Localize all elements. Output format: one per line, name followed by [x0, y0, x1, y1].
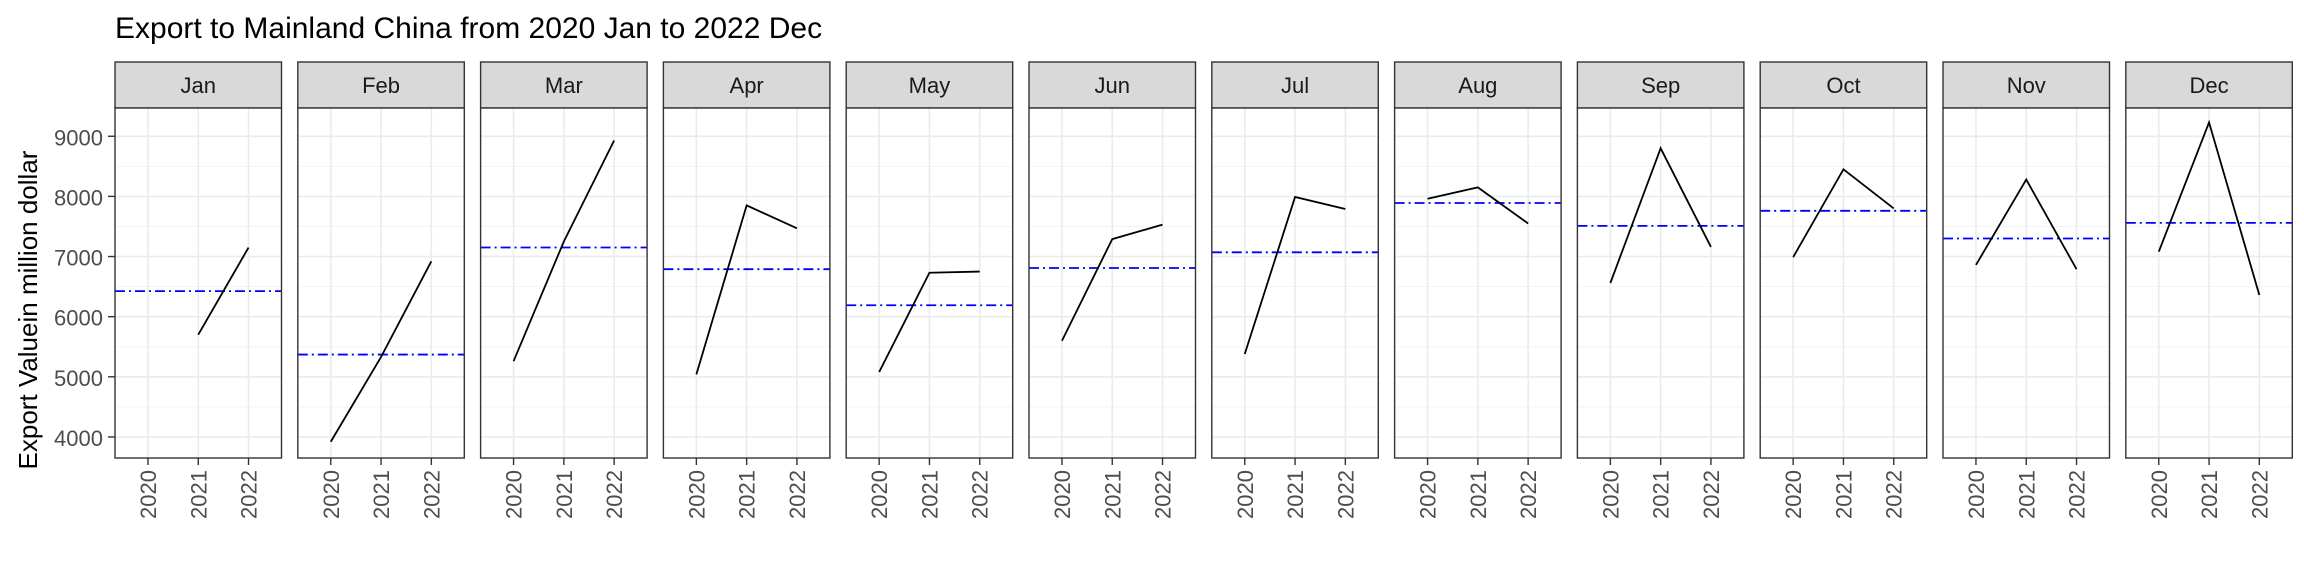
x-tick-label: 2022: [1516, 470, 1541, 519]
facet-strip-label: Dec: [2189, 73, 2228, 98]
facet-strip-label: Mar: [545, 73, 583, 98]
x-tick-label: 2021: [1649, 470, 1674, 519]
facet-strip-label: Feb: [362, 73, 400, 98]
x-tick-label: 2022: [2065, 470, 2090, 519]
x-tick-label: 2021: [1283, 470, 1308, 519]
facet-strip: [2125, 61, 2294, 109]
x-tick-label: 2022: [237, 470, 262, 519]
x-tick-label: 2020: [2147, 470, 2172, 519]
series-line: [512, 140, 615, 362]
x-tick-label: 2021: [2197, 470, 2222, 519]
facet-panel-apr: Apr 2020 2021 2022: [662, 61, 831, 519]
facet-strip-label: Aug: [1458, 73, 1497, 98]
y-tick-label: 9000: [54, 125, 103, 150]
y-tick-label: 7000: [54, 246, 103, 271]
facet-strip-label: Jun: [1095, 73, 1130, 98]
y-tick-label: 4000: [54, 426, 103, 451]
x-tick-label: 2020: [136, 470, 161, 519]
x-tick-label: 2021: [552, 470, 577, 519]
facet-strip: [1942, 61, 2111, 109]
y-axis-label: Export Valuein million dollar: [13, 150, 43, 469]
x-tick-label: 2021: [917, 470, 942, 519]
facet-panel-nov: Nov 2020 2021 2022: [1942, 61, 2111, 519]
facet-strip-label: Jul: [1281, 73, 1309, 98]
y-tick-label: 5000: [54, 366, 103, 391]
x-tick-label: 2020: [1598, 470, 1623, 519]
facet-panel-mar: Mar 2020 2021 2022: [479, 61, 648, 519]
x-tick-label: 2020: [1781, 470, 1806, 519]
x-tick-label: 2021: [1466, 470, 1491, 519]
x-tick-label: 2021: [2014, 470, 2039, 519]
series-line: [878, 270, 980, 373]
facet-strip-label: Jan: [181, 73, 216, 98]
y-tick-label: 6000: [54, 306, 103, 331]
x-tick-label: 2022: [419, 470, 444, 519]
x-tick-label: 2020: [684, 470, 709, 519]
x-tick-label: 2021: [186, 470, 211, 519]
x-tick-label: 2020: [1050, 470, 1075, 519]
series-line: [1427, 186, 1529, 225]
facet-panel-jun: Jun 2020 2021 2022: [1028, 61, 1197, 519]
series-line: [1061, 223, 1163, 342]
facet-strip: [1028, 61, 1197, 109]
series-line: [197, 247, 250, 336]
facet-strip: [297, 61, 465, 109]
facet-panel-jul: Jul 2020 2021 2022: [1211, 61, 1380, 519]
x-tick-label: 2022: [785, 470, 810, 519]
facet-strip: [1576, 61, 1745, 109]
facet-panel-oct: Oct 2020 2021 2022: [1759, 61, 1928, 519]
facet-strip-label: Apr: [730, 73, 764, 98]
chart-title: Export to Mainland China from 2020 Jan t…: [115, 12, 822, 45]
x-tick-label: 2020: [502, 470, 527, 519]
x-tick-label: 2021: [369, 470, 394, 519]
x-tick-label: 2022: [1151, 470, 1176, 519]
series-line: [2157, 119, 2261, 296]
x-tick-label: 2020: [1416, 470, 1441, 519]
series-line: [1609, 146, 1712, 284]
x-tick-label: 2022: [1333, 470, 1358, 519]
facet-strip-label: May: [909, 73, 951, 98]
series-line: [329, 260, 433, 443]
facet-panel-sep: Sep 2020 2021 2022: [1576, 61, 1745, 519]
x-tick-label: 2022: [602, 470, 627, 519]
x-tick-label: 2020: [1233, 470, 1258, 519]
facet-panel-jan: Jan 2020 2021 2022: [114, 61, 283, 519]
facet-strip-label: Sep: [1641, 73, 1680, 98]
facet-panel-feb: Feb 2020 2021 2022: [297, 61, 465, 519]
x-tick-label: 2021: [1100, 470, 1125, 519]
facet-panel-may: May 2020 2021 2022: [845, 61, 1014, 519]
facet-strip-label: Oct: [1826, 73, 1860, 98]
facet-strip-label: Nov: [2007, 73, 2046, 98]
x-tick-label: 2020: [319, 470, 344, 519]
x-tick-label: 2021: [735, 470, 760, 519]
facet-panel-aug: Aug 2020 2021 2022: [1393, 61, 1562, 519]
x-tick-label: 2022: [968, 470, 993, 519]
x-tick-label: 2022: [1699, 470, 1724, 519]
series-line: [1792, 167, 1895, 258]
series-line: [1975, 177, 2078, 270]
series-line: [695, 204, 798, 375]
x-tick-label: 2021: [1831, 470, 1856, 519]
facet-strip: [1393, 61, 1562, 109]
x-tick-label: 2022: [1882, 470, 1907, 519]
x-tick-label: 2020: [1964, 470, 1989, 519]
facet-panel-dec: Dec 2020 2021 2022: [2125, 61, 2294, 519]
x-tick-label: 2020: [867, 470, 892, 519]
series-line: [1243, 195, 1346, 355]
x-tick-label: 2022: [2247, 470, 2272, 519]
y-tick-label: 8000: [54, 185, 103, 210]
facet-strip: [662, 61, 831, 109]
